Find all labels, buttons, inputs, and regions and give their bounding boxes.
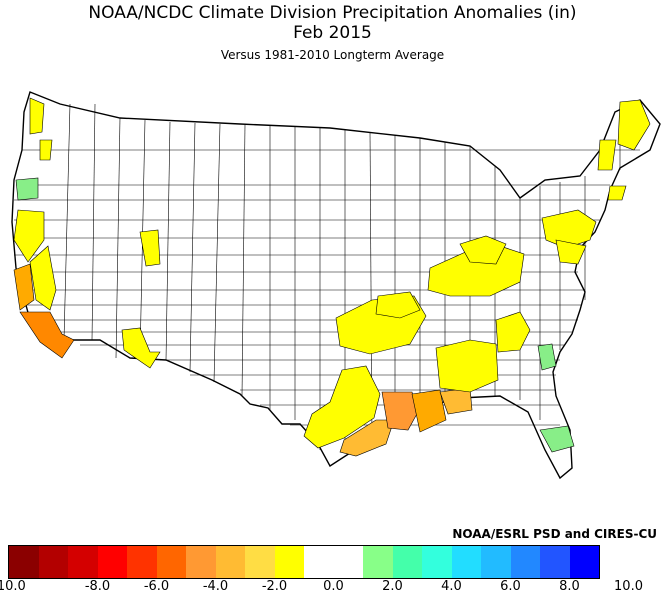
legend-swatch <box>540 546 570 578</box>
legend-swatch <box>363 546 393 578</box>
map-subtitle: Feb 2015 <box>293 23 372 43</box>
legend-tick-label: 10.0 <box>614 579 643 594</box>
legend-swatch <box>68 546 98 578</box>
legend-swatch <box>127 546 157 578</box>
legend-swatch <box>422 546 452 578</box>
legend-tick-label: 4.0 <box>441 579 462 594</box>
map-title: NOAA/NCDC Climate Division Precipitation… <box>88 3 577 23</box>
legend-swatch <box>156 546 186 578</box>
color-scale-legend <box>8 545 600 579</box>
legend-swatch <box>274 546 304 578</box>
us-climate-division-map <box>11 91 661 480</box>
legend-tick-label: -6.0 <box>143 579 170 594</box>
legend-tick-label: -8.0 <box>84 579 111 594</box>
legend-swatch <box>215 546 245 578</box>
legend-swatch <box>245 546 275 578</box>
legend-swatch <box>481 546 511 578</box>
anomaly-divisions <box>13 97 651 457</box>
legend-tick-label: -4.0 <box>202 579 229 594</box>
data-source-credit: NOAA/ESRL PSD and CIRES-CU <box>452 527 657 541</box>
legend-swatch <box>451 546 481 578</box>
legend-swatch <box>97 546 127 578</box>
legend-swatch <box>333 546 363 578</box>
legend-swatch <box>186 546 216 578</box>
legend-tick-label: 6.0 <box>500 579 521 594</box>
legend-tick-label: 2.0 <box>382 579 403 594</box>
legend-swatch <box>38 546 68 578</box>
baseline-note: Versus 1981-2010 Longterm Average <box>220 48 445 62</box>
legend-swatch <box>510 546 540 578</box>
legend-tick-label: 0.0 <box>323 579 344 594</box>
legend-tick-label: -10.0 <box>0 579 26 594</box>
legend-tick-label: 8.0 <box>559 579 580 594</box>
legend-tick-label: -2.0 <box>261 579 288 594</box>
legend-swatch <box>392 546 422 578</box>
legend-swatch <box>304 546 334 578</box>
legend-swatch <box>9 546 39 578</box>
legend-swatch <box>569 546 599 578</box>
